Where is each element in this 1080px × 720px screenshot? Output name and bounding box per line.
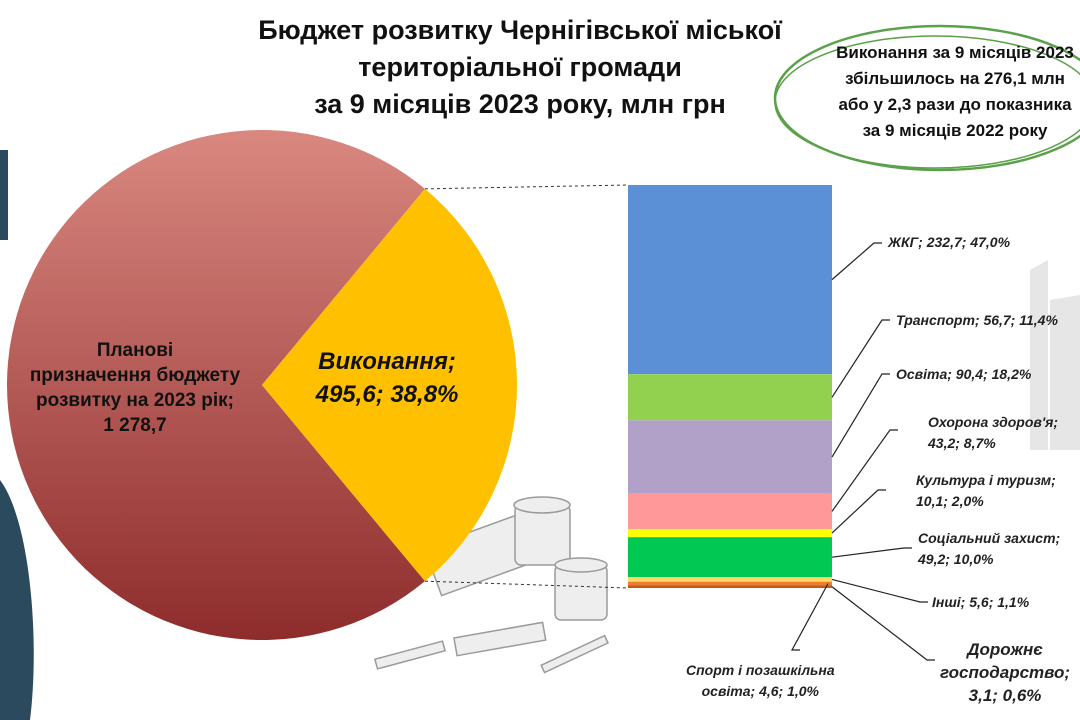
title-line: Бюджет розвитку Чернігівської міської [258, 15, 782, 45]
building-silhouette [1030, 260, 1080, 450]
leader-line-1 [831, 319, 890, 398]
title-line: за 9 місяців 2023 року, млн грн [314, 89, 726, 119]
note-ellipse-2 [774, 35, 1080, 169]
note-line: за 9 місяців 2022 року [862, 121, 1048, 140]
pie-slice-plan [7, 130, 425, 641]
bar-label-line: ЖКГ; 232,7; 47,0% [888, 234, 1011, 250]
leader-line-4 [831, 489, 886, 534]
bar-label-other: Інші; 5,6; 1,1% [932, 592, 1029, 613]
side-bar [0, 150, 8, 240]
chart-title: Бюджет розвитку Чернігівської міської те… [195, 12, 845, 123]
pie-label-execution: Виконання; 495,6; 38,8% [282, 345, 492, 411]
bar-label-line: Охорона здоров'я; [928, 414, 1059, 430]
bar-segment-3 [628, 493, 832, 529]
bar-segment-2 [628, 420, 832, 494]
note-line: або у 2,3 рази до показника [838, 95, 1072, 114]
bar-label-transport: Транспорт; 56,7; 11,4% [896, 310, 1058, 331]
pie-label-plan: Планові призначення бюджету розвитку на … [0, 338, 270, 438]
plan-line: призначення бюджету [29, 365, 241, 386]
pie-chart [7, 130, 517, 641]
side-panel [0, 480, 34, 720]
bar-label-line: Спорт і позашкільна [686, 662, 835, 678]
leader-line-3 [831, 429, 898, 512]
bar-segment-0 [628, 185, 832, 375]
bar-label-line: Інші; 5,6; 1,1% [932, 594, 1030, 610]
bar-segment-4 [628, 528, 832, 538]
leader-line-7 [790, 583, 829, 651]
bar-label-line: Освіта; 90,4; 18,2% [896, 366, 1032, 382]
bar-label-zhkg: ЖКГ; 232,7; 47,0% [888, 232, 1010, 253]
bar-label-line: освіта; 4,6; 1,0% [701, 683, 820, 699]
pie-slice-execution [262, 188, 517, 582]
bar-segment-1 [628, 374, 832, 421]
leader-line-8 [831, 586, 935, 661]
leader-line-5 [831, 547, 912, 558]
note-line: Виконання за 9 місяців 2023 [836, 43, 1074, 62]
leader-line-6 [831, 578, 928, 603]
exec-line: Виконання; [318, 348, 456, 375]
bar-label-line: Дорожнє [967, 640, 1043, 659]
leader-line-0 [831, 242, 882, 281]
bar-label-line: 43,2; 8,7% [928, 435, 996, 451]
title-line: територіальної громади [358, 52, 682, 82]
connector-bottom [424, 580, 629, 589]
bar-label-osvita: Освіта; 90,4; 18,2% [896, 364, 1031, 385]
stacked-bar [628, 185, 832, 588]
bar-label-health: Охорона здоров'я; 43,2; 8,7% [928, 412, 1058, 454]
bar-segment-5 [628, 537, 832, 578]
note-line: збільшилось на 276,1 млн [845, 69, 1065, 88]
bar-label-sport: Спорт і позашкільна освіта; 4,6; 1,0% [686, 660, 835, 702]
growth-note: Виконання за 9 місяців 2023 збільшилось … [790, 40, 1080, 144]
bar-label-line: Культура і туризм; [916, 472, 1056, 488]
plan-line: Планові [96, 340, 174, 361]
bar-label-line: 49,2; 10,0% [918, 551, 994, 567]
bar-label-line: господарство; [940, 663, 1071, 682]
connector-top [424, 184, 629, 190]
pie-to-bar-connectors [424, 184, 629, 589]
bar-label-roads: Дорожнє господарство; 3,1; 0,6% [940, 638, 1070, 707]
tools-illustration [373, 496, 609, 674]
bar-label-culture: Культура і туризм; 10,1; 2,0% [916, 470, 1056, 512]
bar-segment-8 [628, 585, 832, 588]
bar-segment-7 [628, 581, 832, 586]
leader-line-2 [831, 373, 890, 458]
bar-label-social: Соціальний захист; 49,2; 10,0% [918, 528, 1060, 570]
bar-label-line: Соціальний захист; [918, 530, 1061, 546]
leader-lines [790, 242, 935, 661]
plan-line: 1 278,7 [103, 415, 167, 436]
bar-label-line: 3,1; 0,6% [968, 686, 1042, 705]
plan-line: розвитку на 2023 рік; [35, 390, 234, 411]
bar-label-line: Транспорт; 56,7; 11,4% [896, 312, 1058, 328]
bar-segment-6 [628, 577, 832, 582]
exec-line: 495,6; 38,8% [315, 381, 459, 408]
bar-label-line: 10,1; 2,0% [916, 493, 984, 509]
